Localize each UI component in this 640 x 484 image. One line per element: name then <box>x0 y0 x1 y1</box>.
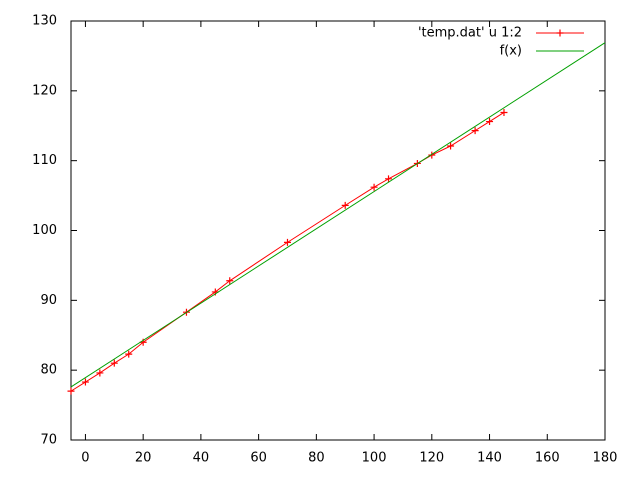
point-marker <box>486 118 494 126</box>
point-marker <box>471 127 479 135</box>
point-marker <box>370 183 378 191</box>
x-tick-label: 40 <box>193 451 210 466</box>
y-tick-label: 110 <box>32 153 57 168</box>
y-tick-label: 70 <box>40 433 57 448</box>
x-tick-label: 20 <box>135 451 152 466</box>
legend-marker <box>556 29 564 37</box>
point-marker <box>341 201 349 209</box>
point-marker <box>67 387 75 395</box>
point-marker <box>385 175 393 183</box>
point-marker <box>447 142 455 150</box>
legend-label: 'temp.dat' u 1:2 <box>418 26 522 41</box>
y-tick-label: 130 <box>32 14 57 29</box>
y-tick-label: 90 <box>40 293 57 308</box>
x-tick-label: 80 <box>308 451 325 466</box>
point-marker <box>428 151 436 159</box>
point-marker <box>283 238 291 246</box>
plot-frame <box>70 20 606 441</box>
point-marker <box>500 108 508 116</box>
series-line <box>70 112 505 392</box>
x-tick-label: 120 <box>419 451 444 466</box>
x-tick-label: 160 <box>535 451 560 466</box>
legend-label: f(x) <box>500 44 522 59</box>
point-marker <box>110 359 118 367</box>
x-tick-label: 140 <box>477 451 502 466</box>
y-tick-label: 120 <box>32 83 57 98</box>
point-marker <box>96 369 104 377</box>
series-line <box>70 42 606 388</box>
x-tick-label: 0 <box>81 451 89 466</box>
point-marker <box>125 350 133 358</box>
x-tick-label: 100 <box>362 451 387 466</box>
y-tick-label: 80 <box>40 363 57 378</box>
x-tick-label: 60 <box>250 451 267 466</box>
point-marker <box>81 378 89 386</box>
x-tick-label: 180 <box>593 451 618 466</box>
y-tick-label: 100 <box>32 223 57 238</box>
point-marker <box>226 277 234 285</box>
